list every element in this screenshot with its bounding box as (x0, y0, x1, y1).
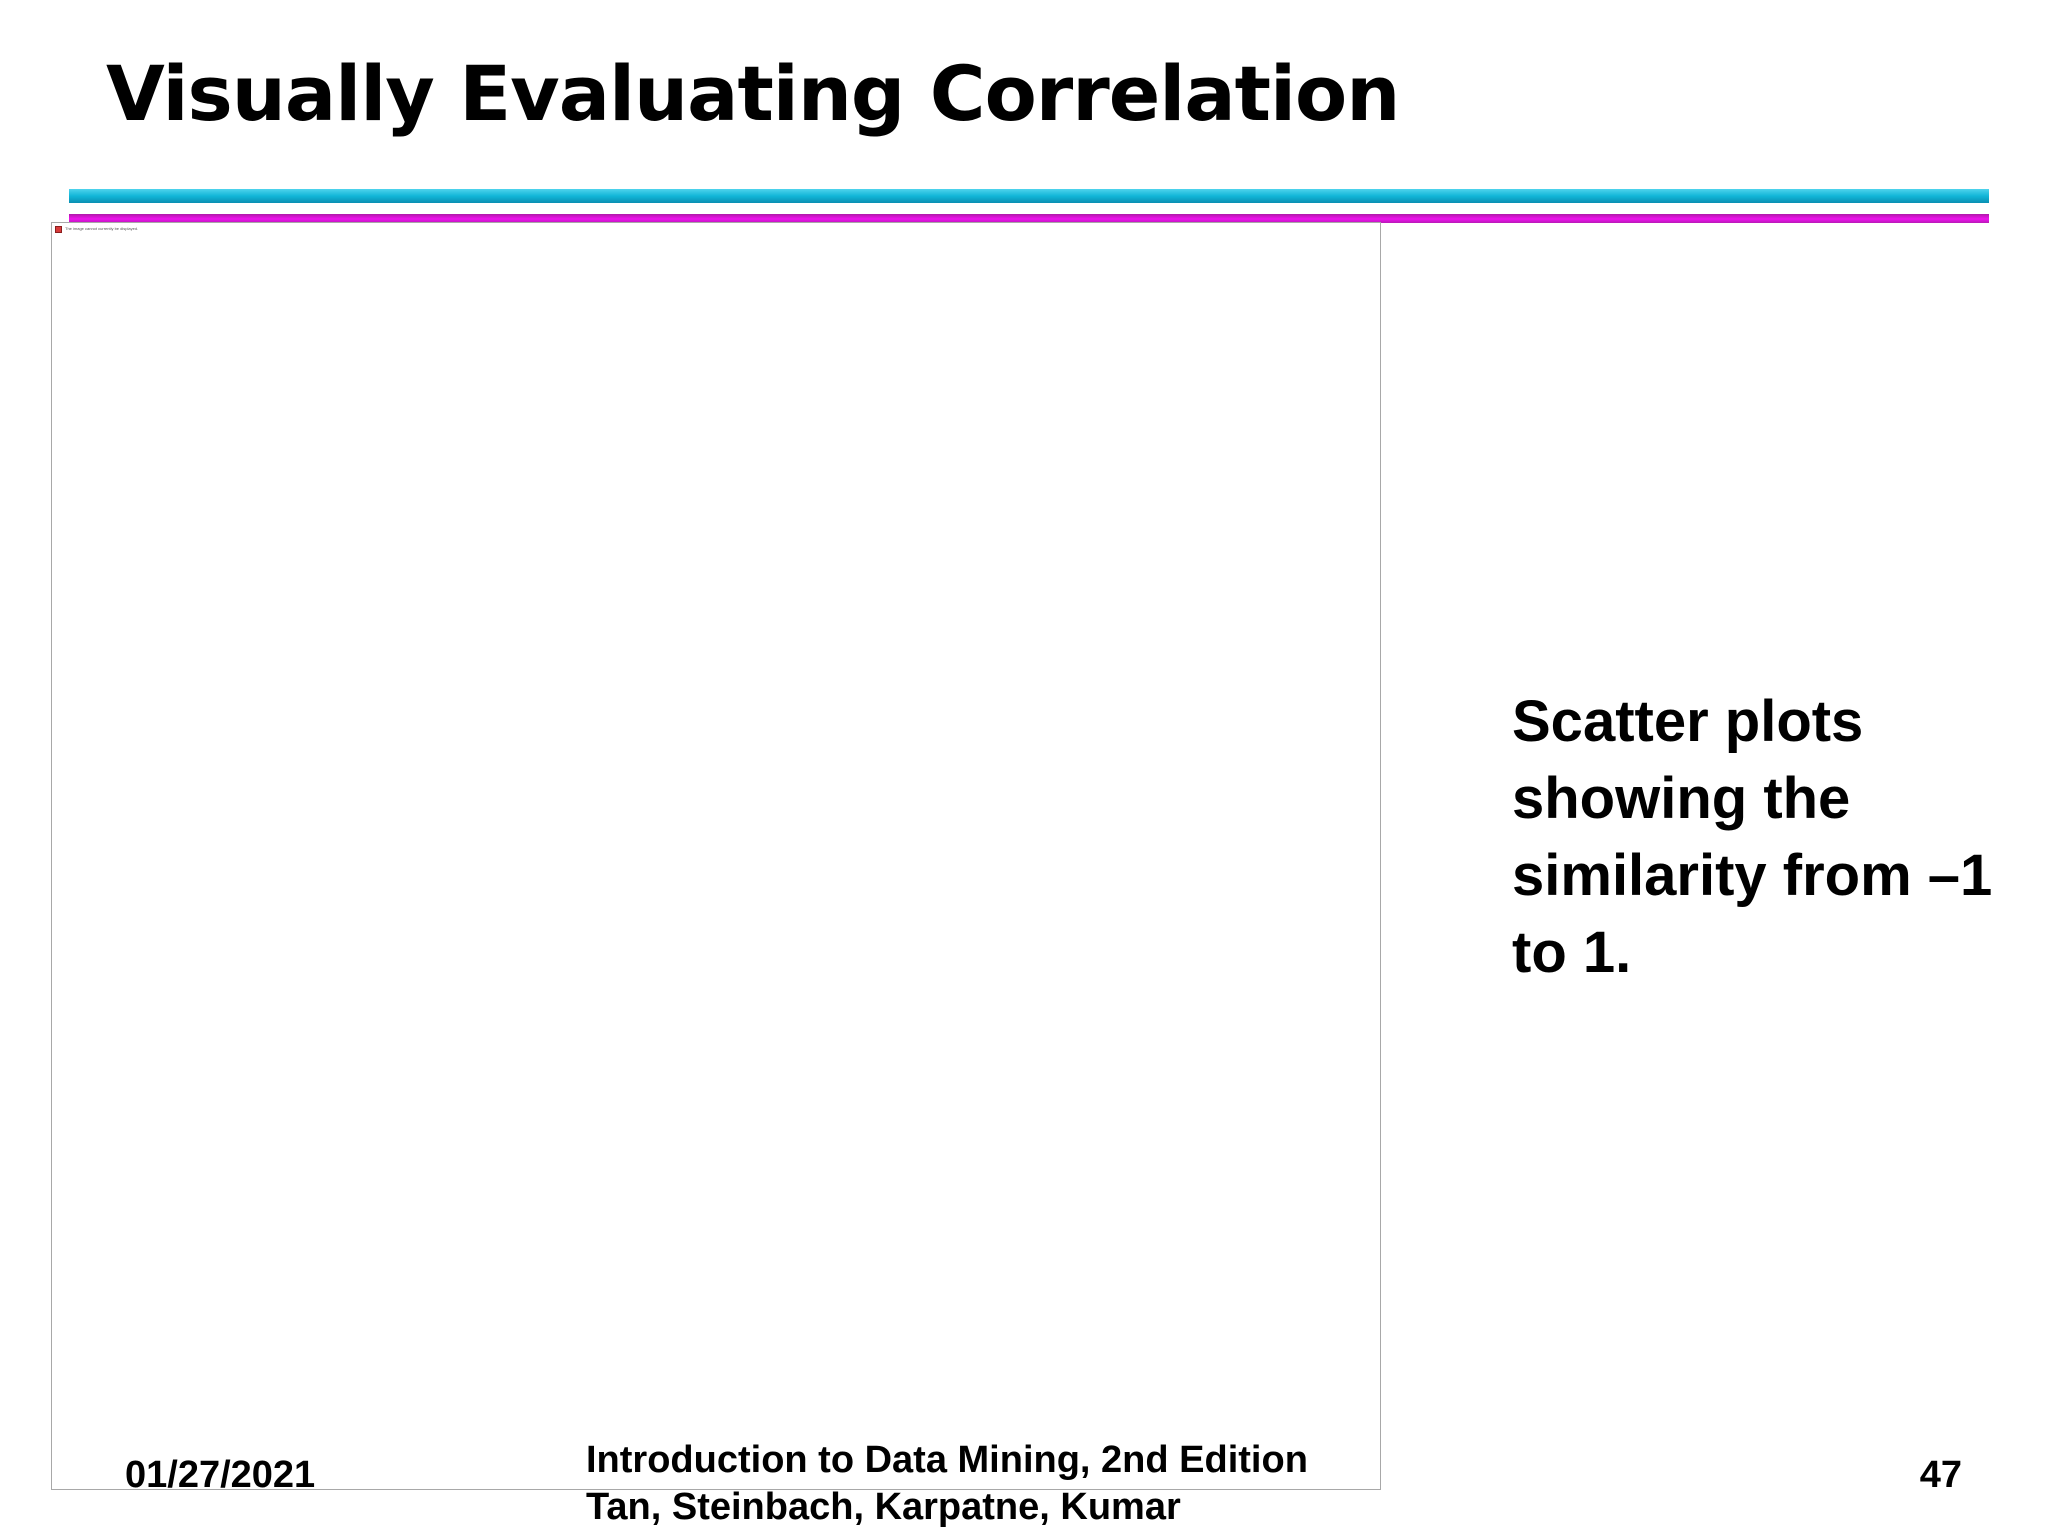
footer-book-authors: Tan, Steinbach, Karpatne, Kumar (586, 1486, 1181, 1528)
image-placeholder-frame: The image cannot currently be displayed. (51, 222, 1381, 1490)
image-alt-text: The image cannot currently be displayed. (65, 226, 139, 231)
title-rule-cyan (69, 189, 1989, 203)
footer-book-title: Introduction to Data Mining, 2nd Edition (586, 1439, 1308, 1481)
title-rule-magenta (69, 214, 1989, 223)
footer-page-number: 47 (1919, 1454, 1962, 1496)
footer-date: 01/27/2021 (125, 1454, 316, 1496)
slide-title: Visually Evaluating Correlation (106, 49, 1400, 138)
body-text: Scatter plots showing the similarity fro… (1512, 689, 1993, 985)
footer-book-citation: Introduction to Data Mining, 2nd Edition… (586, 1437, 1308, 1531)
broken-image-icon (55, 226, 62, 233)
